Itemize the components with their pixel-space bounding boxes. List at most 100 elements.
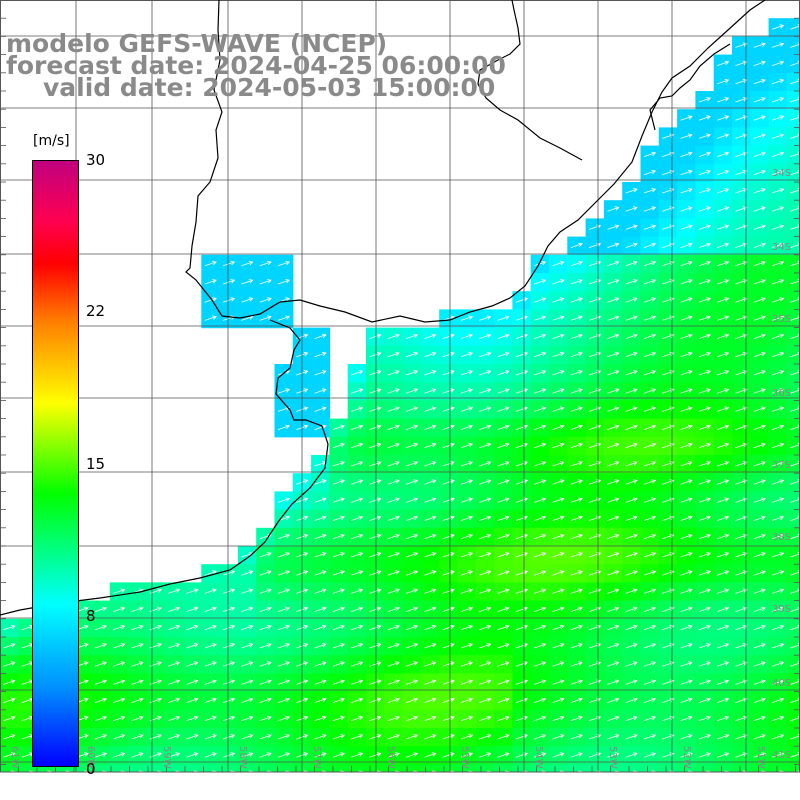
wind-arrow <box>771 24 785 30</box>
wind-arrow <box>314 533 327 540</box>
field-cell <box>439 764 459 772</box>
wind-arrow <box>735 552 748 558</box>
wind-arrow <box>607 315 620 321</box>
wind-arrow <box>753 260 766 267</box>
wind-arrow <box>479 315 492 321</box>
wind-arrow <box>753 715 766 722</box>
wind-arrow <box>515 588 528 594</box>
wind-arrow <box>405 734 419 740</box>
wind-arrow <box>497 515 510 521</box>
wind-arrow <box>534 260 547 267</box>
wind-arrow <box>332 570 345 576</box>
wind-arrow <box>552 370 565 376</box>
wind-arrow <box>405 643 419 649</box>
wind-arrow <box>515 624 528 631</box>
wind-arrow <box>113 734 126 740</box>
wind-arrow <box>497 315 510 321</box>
field-cell <box>786 491 800 511</box>
wind-arrow <box>625 242 638 248</box>
wind-arrow <box>497 533 510 540</box>
wind-arrow <box>735 406 748 412</box>
wind-arrow <box>131 606 144 612</box>
wind-arrow <box>643 715 657 722</box>
wind-arrow <box>369 570 382 576</box>
wind-arrow <box>735 497 748 503</box>
wind-arrow <box>222 624 236 631</box>
wind-arrow <box>625 552 638 558</box>
wind-arrow <box>515 442 528 449</box>
wind-arrow <box>570 752 583 758</box>
wind-arrow <box>351 424 364 430</box>
field-cell <box>786 54 800 74</box>
wind-arrow <box>479 570 492 576</box>
wind-arrow <box>680 115 693 121</box>
wind-arrow <box>515 679 528 685</box>
wind-arrow <box>552 661 565 667</box>
field-cell <box>219 764 239 772</box>
wind-arrow <box>405 442 419 449</box>
wind-arrow <box>479 752 492 758</box>
wind-arrow <box>460 679 474 685</box>
wind-arrow <box>204 697 217 703</box>
wind-arrow <box>771 133 785 139</box>
wind-arrow <box>277 533 291 540</box>
field-cell <box>183 764 202 772</box>
wind-arrow <box>570 497 583 503</box>
wind-arrow <box>204 715 217 722</box>
field-cell <box>73 764 93 772</box>
wind-arrow <box>515 297 528 303</box>
wind-arrow <box>168 679 181 685</box>
forecast-date: forecast date: 2024-04-25 06:00:00 <box>6 51 506 80</box>
wind-arrow <box>332 734 345 740</box>
wind-arrow <box>351 533 364 540</box>
field-cell <box>567 764 587 772</box>
wind-arrow <box>387 715 400 722</box>
wind-arrow <box>534 552 547 558</box>
wind-arrow <box>771 752 785 758</box>
wind-arrow <box>241 297 254 303</box>
field-cell <box>786 546 800 565</box>
wind-arrow <box>351 661 364 667</box>
wind-arrow <box>515 351 528 358</box>
field-cell <box>786 709 800 729</box>
wind-arrow <box>168 606 181 612</box>
wind-arrow <box>369 715 382 722</box>
wind-speed-field <box>0 18 800 772</box>
wind-arrow <box>607 497 620 503</box>
field-cell <box>786 509 800 529</box>
wind-arrow <box>771 588 785 594</box>
wind-arrow <box>643 588 657 594</box>
wind-arrow <box>460 351 474 358</box>
wind-arrow <box>680 734 693 740</box>
wind-arrow <box>442 697 455 703</box>
wind-arrow <box>460 552 474 558</box>
wind-arrow <box>680 533 693 540</box>
wind-arrow <box>717 442 730 449</box>
field-cell <box>164 764 184 772</box>
wind-arrow <box>204 734 217 740</box>
wind-arrow <box>405 697 419 703</box>
lon-label: 54W <box>533 746 544 769</box>
wind-arrow <box>570 533 583 540</box>
wind-arrow <box>515 734 528 740</box>
wind-arrow <box>204 297 217 303</box>
wind-arrow <box>698 570 711 576</box>
field-cell <box>786 764 800 772</box>
wind-arrow <box>405 515 419 521</box>
wind-arrow <box>442 370 455 376</box>
wind-arrow <box>680 715 693 722</box>
wind-arrow <box>387 515 400 521</box>
wind-arrow <box>771 97 785 103</box>
field-cell <box>109 764 129 772</box>
wind-arrow <box>698 606 711 612</box>
field-cell <box>786 163 800 183</box>
wind-arrow <box>277 315 291 321</box>
wind-arrow <box>717 388 730 394</box>
wind-arrow <box>552 479 565 485</box>
lon-label: 55W <box>459 746 470 769</box>
wind-arrow <box>387 752 400 758</box>
wind-arrow <box>460 734 474 740</box>
wind-arrow <box>607 734 620 740</box>
wind-arrow <box>753 151 766 157</box>
wind-arrow <box>717 697 730 703</box>
